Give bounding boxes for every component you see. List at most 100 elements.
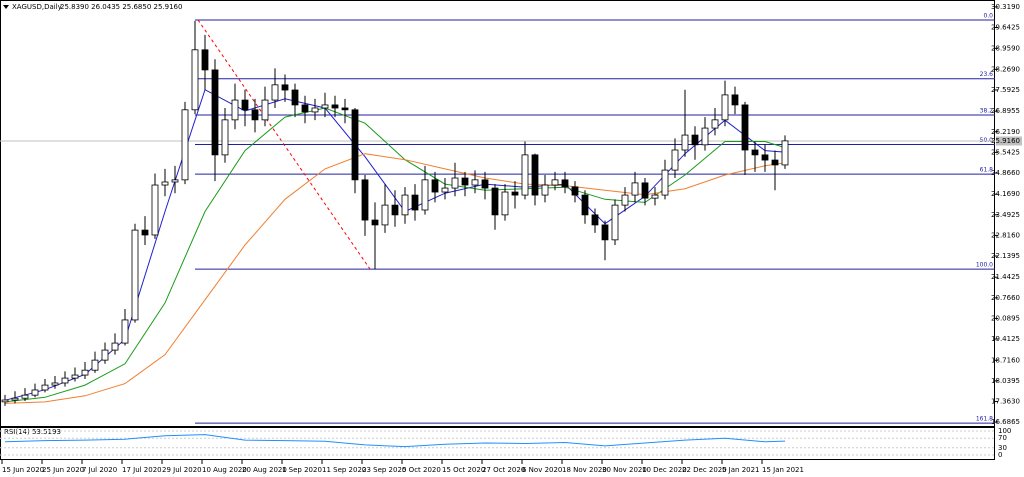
candle-body: [161, 181, 169, 186]
x-tick-label: 5 Jan 2021: [722, 466, 760, 474]
x-tick-label: 15 Jan 2021: [762, 466, 804, 474]
candle-body: [631, 182, 639, 196]
y-tick-label: 16.6865: [991, 418, 1020, 426]
x-tick-label: 7 Jul 2020: [82, 466, 117, 474]
moving-average: [4, 88, 786, 401]
x-tick-label: 6 Nov 2020: [522, 466, 562, 474]
candle-body: [591, 214, 599, 226]
candle-body: [291, 89, 299, 106]
candle-body: [521, 154, 529, 196]
moving-average: [4, 153, 786, 404]
candle-body: [81, 369, 89, 376]
candle-body: [641, 182, 649, 199]
rsi-tick-label: 100: [998, 427, 1011, 435]
rsi-tick-label: 70: [998, 434, 1007, 442]
y-tick-label: 20.7660: [991, 294, 1020, 302]
y-tick-label: 26.8955: [991, 107, 1020, 115]
candle-body: [581, 194, 589, 216]
candle-body: [601, 224, 609, 241]
candle-body: [561, 179, 569, 188]
candle-body: [711, 119, 719, 129]
x-tick-label: 1 Sep 2020: [282, 466, 322, 474]
candle-body: [661, 169, 669, 196]
candle-body: [361, 179, 369, 221]
candle-body: [371, 219, 379, 226]
y-tick-label: 18.0395: [991, 377, 1020, 385]
fib-label: 100.0: [976, 262, 993, 269]
rsi-label: RSI(14) 53.5193: [4, 428, 61, 436]
candle-body: [191, 49, 199, 111]
rsi-tick-label: 0: [998, 451, 1002, 459]
candle-body: [311, 107, 319, 113]
candle-body: [621, 194, 629, 206]
fib-trend: [197, 19, 371, 270]
x-tick-label: 30 Nov 2020: [602, 466, 647, 474]
candle-body: [221, 119, 229, 156]
candle-body: [111, 342, 119, 351]
candle-body: [761, 154, 769, 161]
x-tick-label: 5 Oct 2020: [402, 466, 441, 474]
x-tick-label: 27 Oct 2020: [482, 466, 525, 474]
x-tick-label: 11 Sep 2020: [322, 466, 366, 474]
candle-body: [181, 109, 189, 181]
x-tick-label: 17 Jul 2020: [122, 466, 162, 474]
x-tick-label: 25 Jun 2020: [42, 466, 84, 474]
candle-body: [391, 204, 399, 216]
chart-title: XAGUSD,Daily: [12, 3, 62, 11]
y-tick-label: 29.6425: [991, 24, 1020, 32]
x-tick-label: 15 Jun 2020: [2, 466, 44, 474]
moving-average: [4, 107, 786, 403]
candle-body: [651, 194, 659, 199]
candle-body: [1, 399, 9, 403]
candle-body: [91, 359, 99, 371]
y-tick-label: 18.7160: [991, 356, 1020, 364]
candle-body: [61, 377, 69, 384]
fib-label: 0.0: [983, 12, 993, 19]
y-tick-label: 23.4925: [991, 211, 1020, 219]
candle-body: [671, 149, 679, 171]
menu-arrow: [3, 5, 9, 9]
candle-body: [231, 99, 239, 121]
rsi-tick-label: 30: [998, 444, 1007, 452]
candle-body: [101, 349, 109, 361]
candle-body: [211, 69, 219, 156]
candle-body: [781, 140, 789, 166]
last-price-label: 25.9160: [991, 137, 1020, 145]
candle-body: [741, 104, 749, 151]
candle-body: [381, 204, 389, 226]
x-tick-label: 20 Aug 2020: [242, 466, 287, 474]
x-tick-label: 10 Aug 2020: [202, 466, 247, 474]
x-tick-label: 29 Jul 2020: [162, 466, 202, 474]
y-tick-label: 26.2190: [991, 128, 1020, 136]
candle-body: [551, 179, 559, 186]
candle-body: [251, 109, 259, 121]
candle-body: [411, 194, 419, 211]
y-tick-label: 28.2690: [991, 65, 1020, 73]
y-tick-label: 22.1395: [991, 252, 1020, 260]
candle-body: [351, 109, 359, 181]
candle-body: [51, 382, 59, 386]
y-tick-label: 28.9590: [991, 44, 1020, 52]
y-tick-label: 25.5425: [991, 148, 1020, 156]
candle-body: [751, 149, 759, 156]
x-tick-label: 23 Sep 2020: [362, 466, 406, 474]
y-tick-label: 27.5925: [991, 86, 1020, 94]
y-tick-label: 17.3630: [991, 397, 1020, 405]
candle-body: [571, 186, 579, 196]
candle-body: [41, 384, 49, 391]
candle-body: [11, 397, 19, 401]
y-tick-label: 24.8660: [991, 169, 1020, 177]
candle-body: [691, 134, 699, 146]
candle-body: [121, 319, 129, 344]
candle-body: [281, 84, 289, 91]
candle-body: [531, 154, 539, 196]
candle-body: [441, 187, 449, 193]
y-tick-label: 19.4125: [991, 335, 1020, 343]
y-tick-label: 20.0895: [991, 314, 1020, 322]
candle-body: [541, 184, 549, 196]
candle-body: [451, 177, 459, 189]
candle-body: [151, 184, 159, 236]
candle-body: [501, 191, 509, 216]
x-tick-label: 18 Nov 2020: [562, 466, 607, 474]
candle-body: [611, 204, 619, 241]
